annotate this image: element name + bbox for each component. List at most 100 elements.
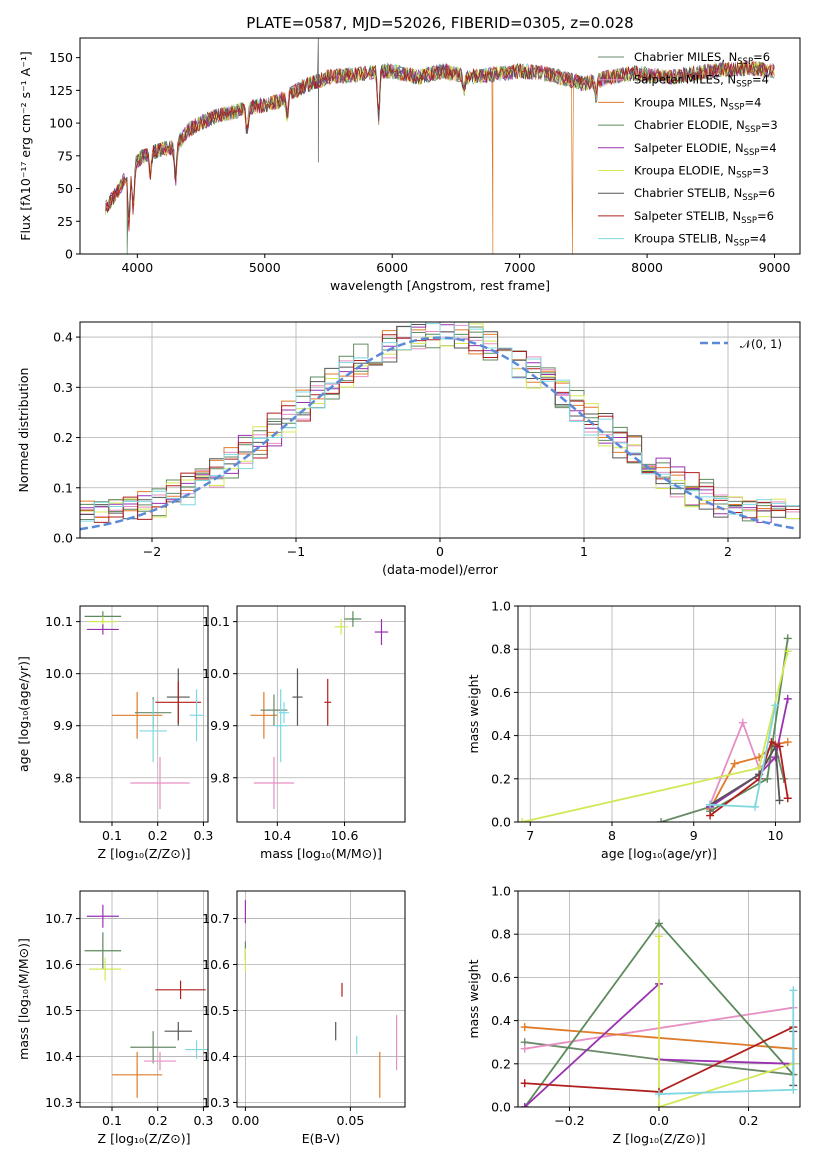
- x-tick-label: 9: [690, 828, 698, 843]
- plot-area: [244, 900, 398, 1098]
- histogram-series: [80, 322, 800, 538]
- x-tick-label: 6000: [376, 260, 408, 275]
- axes-frame: [79, 890, 209, 1108]
- legend-label: Chabrier STELIB, NSSP=6: [634, 186, 775, 203]
- plot-area: [84, 904, 208, 1098]
- weight-marker: [783, 694, 792, 703]
- chart-mass_vs_Z: 0.1 0.2 0.3 10.3 10.4 10.5 10.6 10.7 Z [log₁₀(Z/…: [16, 890, 213, 1146]
- weight-line: [658, 936, 794, 1107]
- x-tick-label: 0.3: [193, 828, 213, 843]
- axes-frame: [517, 605, 801, 823]
- spectrum-line: [105, 38, 775, 218]
- legend-label: Salpeter ELODIE, NSSP=4: [634, 141, 777, 158]
- y-tick-label: 0.2: [53, 430, 73, 445]
- weight-line: [709, 698, 789, 808]
- y-tick-label: 0: [65, 247, 73, 262]
- weight-marker: [789, 986, 798, 995]
- y-tick-label: 10.1: [45, 614, 73, 629]
- y-tick-label: 25: [57, 214, 73, 229]
- spectrum-line: [105, 61, 775, 254]
- y-tick-label: 0.2: [491, 771, 511, 786]
- weight-marker: [763, 774, 772, 783]
- x-axis-label: Z [log₁₀(Z/Z⊙)]: [98, 1131, 191, 1146]
- chart-age_vs_Z: 0.1 0.2 0.3 9.8 9.9 10.0 10.1 Z [log₁₀(Z/Z⊙)] ag…: [16, 605, 213, 861]
- legend-label: Chabrier MILES, NSSP=6: [634, 50, 770, 67]
- axes-frame: [517, 890, 801, 1108]
- y-tick-label: 9.8: [53, 770, 73, 785]
- x-tick-label: 8000: [631, 260, 663, 275]
- legend-label: Salpeter MILES, NSSP=4: [634, 73, 769, 90]
- x-axis-label: (data-model)/error: [382, 562, 499, 577]
- weight-marker: [730, 759, 739, 768]
- plot-area: [84, 611, 204, 809]
- y-tick-label: 10.0: [202, 666, 230, 681]
- y-axis-label: age [log₁₀(age/yr)]: [16, 656, 31, 772]
- chart-mass_vs_EBV: 0.00 0.05 10.3 10.4 10.5 10.6 10.7 E(B-V): [202, 890, 406, 1146]
- x-axis-label: E(B-V): [302, 1131, 341, 1146]
- y-axis-label: mass [log₁₀(M/M⊙)]: [16, 938, 31, 1060]
- spectrum-line: [105, 60, 775, 231]
- x-tick-label: 0.00: [231, 1113, 259, 1128]
- y-tick-label: 10.6: [45, 957, 73, 972]
- y-tick-label: 10.4: [45, 1049, 73, 1064]
- y-tick-label: 0.4: [53, 330, 73, 345]
- x-tick-label: 9000: [759, 260, 791, 275]
- y-axis-label: Normed distribution: [16, 368, 31, 493]
- weight-marker: [518, 818, 527, 822]
- legend-label: Kroupa ELODIE, NSSP=3: [634, 164, 769, 181]
- y-tick-label: 10.7: [45, 911, 73, 926]
- y-tick-label: 9.9: [53, 718, 73, 733]
- weight-line: [709, 638, 789, 812]
- y-tick-label: 10.0: [45, 666, 73, 681]
- weight-marker: [771, 701, 780, 710]
- legend-label: Kroupa MILES, NSSP=4: [634, 95, 761, 112]
- weight-marker: [775, 796, 784, 805]
- axes-frame: [236, 890, 406, 1108]
- y-tick-label: 1.0: [491, 884, 511, 899]
- chart-residuals: −2 −1 0 1 2 0.0 0.1 0.2 0.3 0.4 (data-model)/error…: [16, 321, 801, 577]
- spectrum-line: [105, 61, 775, 254]
- weight-line: [709, 743, 781, 806]
- weight-marker: [655, 932, 663, 941]
- x-tick-label: −2: [143, 544, 161, 559]
- y-tick-label: 100: [49, 116, 73, 131]
- x-tick-label: 7: [526, 828, 534, 843]
- x-tick-label: 7000: [504, 260, 536, 275]
- legend-label: Salpeter STELIB, NSSP=6: [634, 209, 774, 226]
- x-tick-label: 10.4: [263, 828, 291, 843]
- x-axis-label: mass [log₁₀(M/M⊙)]: [260, 846, 382, 861]
- axes-frame: [79, 37, 801, 255]
- weight-line: [658, 1058, 794, 1065]
- x-tick-label: 0.1: [102, 1113, 122, 1128]
- weight-marker: [783, 647, 792, 656]
- x-tick-label: 0.1: [102, 828, 122, 843]
- plot-area: [250, 611, 389, 809]
- y-axis-label: mass weight: [466, 674, 481, 753]
- x-tick-label: −0.2: [554, 1113, 584, 1128]
- weight-marker: [520, 1044, 529, 1053]
- weight-marker: [520, 1023, 529, 1032]
- y-tick-label: 1.0: [491, 599, 511, 614]
- x-tick-label: 8: [608, 828, 616, 843]
- weight-marker: [783, 738, 792, 747]
- y-tick-label: 50: [57, 181, 73, 196]
- y-axis-label: mass weight: [466, 959, 481, 1038]
- y-tick-label: 0.8: [491, 927, 511, 942]
- plot-area: [518, 634, 792, 822]
- y-tick-label: 10.5: [45, 1003, 73, 1018]
- x-axis-label: Z [log₁₀(Z/Z⊙)]: [613, 1131, 706, 1146]
- chart-spectrum: 4000 5000 6000 7000 8000 9000 0 25 50 75 100 125 150…: [18, 14, 801, 293]
- x-tick-label: 0.0: [649, 1113, 669, 1128]
- weight-marker: [655, 1090, 663, 1099]
- weight-marker: [655, 1103, 663, 1107]
- y-tick-label: 0.8: [491, 642, 511, 657]
- x-tick-label: 10.6: [331, 828, 359, 843]
- x-axis-label: Z [log₁₀(Z/Z⊙)]: [98, 846, 191, 861]
- weight-marker: [789, 1085, 798, 1094]
- y-tick-label: 10.3: [45, 1095, 73, 1110]
- legend-label: Kroupa STELIB, NSSP=4: [634, 232, 766, 249]
- chart-mass_weight_vs_age: 7 8 9 10 0.0 0.2 0.4 0.6 0.8 1.0 age [log₁₀(age/yr…: [466, 599, 801, 861]
- legend: Chabrier MILES, NSSP=6 Salpeter MILES, NS…: [598, 50, 778, 249]
- x-axis-label: wavelength [Angstrom, rest frame]: [330, 278, 550, 293]
- weight-line: [709, 720, 776, 806]
